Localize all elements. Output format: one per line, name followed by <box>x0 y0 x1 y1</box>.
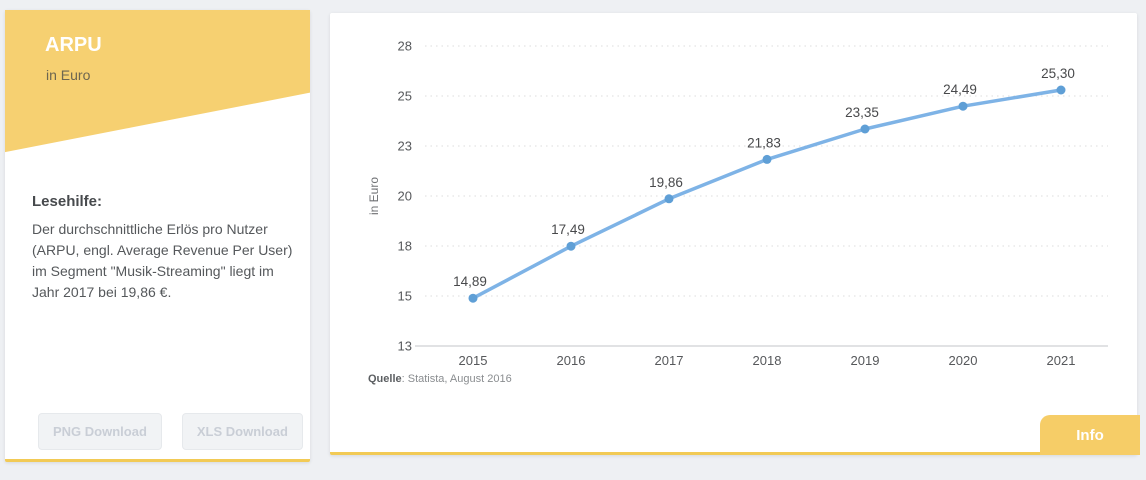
reading-aid: Lesehilfe: Der durchschnittliche Erlös p… <box>32 193 304 303</box>
source-note: Quelle: Statista, August 2016 <box>368 373 512 385</box>
y-tick-label: 23 <box>398 139 412 154</box>
y-tick-label: 20 <box>398 189 412 204</box>
data-point-label: 25,30 <box>1041 66 1075 81</box>
x-tick-label: 2019 <box>851 353 880 368</box>
chart-subtitle: in Euro <box>46 67 91 83</box>
download-buttons: PNG Download XLS Download <box>38 413 303 450</box>
source-label: Quelle <box>368 373 402 385</box>
series-line <box>471 88 1063 300</box>
y-tick-label: 25 <box>398 89 412 104</box>
chart-card: 13 15 18 20 23 25 28 in Euro 14,89 2015 17,49 2016 1… <box>330 13 1140 455</box>
y-axis-title: in Euro <box>367 177 381 215</box>
data-point[interactable] <box>762 154 772 164</box>
data-point[interactable] <box>664 194 674 204</box>
data-point-label: 14,89 <box>453 274 487 289</box>
x-tick-label: 2020 <box>949 353 978 368</box>
info-button[interactable]: Info <box>1040 415 1140 455</box>
data-point-label: 17,49 <box>551 222 585 237</box>
png-download-button[interactable]: PNG Download <box>38 413 162 450</box>
y-tick-label: 28 <box>398 39 412 54</box>
y-tick-label: 13 <box>398 339 412 354</box>
reading-aid-heading: Lesehilfe: <box>32 193 103 210</box>
data-point[interactable] <box>958 101 968 111</box>
source-text: : Statista, August 2016 <box>401 373 512 385</box>
data-point[interactable] <box>468 293 478 303</box>
sidebar-card: ARPU in Euro Lesehilfe: Der durchschnitt… <box>5 10 310 462</box>
x-tick-label: 2015 <box>459 353 488 368</box>
data-point-label: 19,86 <box>649 175 683 190</box>
data-point[interactable] <box>566 241 576 251</box>
xls-download-button[interactable]: XLS Download <box>181 413 303 450</box>
y-tick-label: 18 <box>398 239 412 254</box>
x-tick-label: 2021 <box>1047 353 1076 368</box>
data-point-label: 23,35 <box>845 105 879 120</box>
data-point[interactable] <box>1056 85 1066 95</box>
x-tick-label: 2018 <box>753 353 782 368</box>
line-chart: 13 15 18 20 23 25 28 in Euro 14,89 2015 17,49 2016 1… <box>367 39 1108 368</box>
y-tick-label: 15 <box>398 289 412 304</box>
chart-title: ARPU <box>45 34 102 56</box>
x-tick-label: 2017 <box>655 353 684 368</box>
x-tick-label: 2016 <box>557 353 586 368</box>
reading-aid-text: Der durchschnittliche Erlös pro Nutzer (… <box>32 221 293 300</box>
data-point-label: 24,49 <box>943 82 977 97</box>
data-point[interactable] <box>860 124 870 134</box>
data-point-label: 21,83 <box>747 135 781 150</box>
